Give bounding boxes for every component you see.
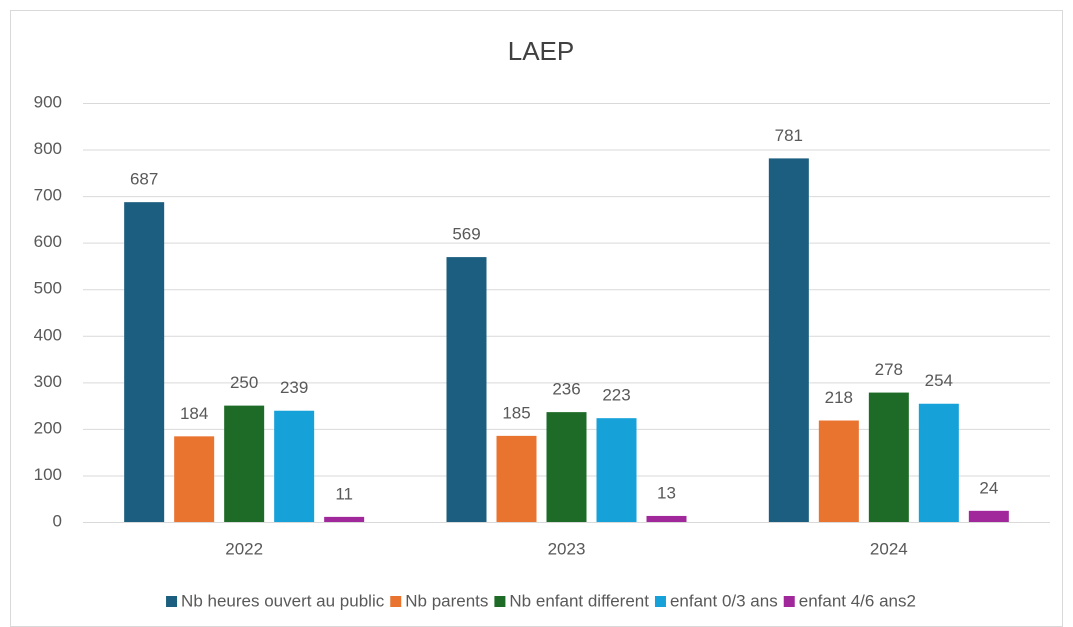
legend-swatch xyxy=(783,596,795,607)
bar xyxy=(968,510,1009,522)
data-label: 218 xyxy=(825,388,853,407)
y-tick-label: 100 xyxy=(34,465,62,484)
y-tick-label: 500 xyxy=(34,279,62,298)
data-label: 236 xyxy=(552,380,580,399)
y-tick-label: 700 xyxy=(34,186,62,205)
bar xyxy=(646,515,687,522)
chart-title: LAEP xyxy=(508,36,575,66)
data-label: 687 xyxy=(130,170,158,189)
x-tick-label: 2024 xyxy=(870,539,908,558)
y-tick-label: 200 xyxy=(34,418,62,437)
bar xyxy=(596,418,637,522)
data-label: 239 xyxy=(280,378,308,397)
legend-swatch xyxy=(166,596,178,607)
bar xyxy=(768,158,809,522)
legend-label: Nb enfant different xyxy=(509,591,649,610)
legend-label: enfant 4/6 ans2 xyxy=(799,591,916,610)
bar xyxy=(224,405,265,522)
data-label: 250 xyxy=(230,373,258,392)
data-label: 254 xyxy=(925,371,953,390)
bar xyxy=(818,420,859,522)
legend-label: enfant 0/3 ans xyxy=(670,591,778,610)
y-tick-label: 600 xyxy=(34,232,62,251)
bar xyxy=(124,202,165,522)
bar xyxy=(918,403,959,522)
x-tick-label: 2022 xyxy=(225,539,263,558)
bar xyxy=(546,412,587,522)
bar xyxy=(868,392,909,522)
bar xyxy=(324,516,365,522)
data-label: 278 xyxy=(875,360,903,379)
data-label: 184 xyxy=(180,404,208,423)
legend-swatch xyxy=(390,596,402,607)
data-label: 223 xyxy=(602,386,630,405)
chart-border xyxy=(10,10,1063,627)
data-label: 13 xyxy=(657,483,676,502)
bar xyxy=(446,257,487,522)
legend-label: Nb heures ouvert au public xyxy=(181,591,385,610)
y-tick-label: 900 xyxy=(34,92,62,111)
x-tick-label: 2023 xyxy=(548,539,586,558)
y-tick-label: 0 xyxy=(53,511,62,530)
data-label: 781 xyxy=(775,126,803,145)
legend-label: Nb parents xyxy=(405,591,488,610)
data-label: 11 xyxy=(335,484,353,503)
bar xyxy=(496,435,537,522)
legend-swatch xyxy=(654,596,666,607)
legend-swatch xyxy=(494,596,506,607)
y-tick-label: 400 xyxy=(34,325,62,344)
bar xyxy=(174,436,215,522)
y-tick-label: 300 xyxy=(34,372,62,391)
data-label: 185 xyxy=(502,403,530,422)
data-label: 569 xyxy=(452,225,480,244)
bar xyxy=(274,410,315,522)
y-tick-label: 800 xyxy=(34,139,62,158)
data-label: 24 xyxy=(979,478,998,497)
